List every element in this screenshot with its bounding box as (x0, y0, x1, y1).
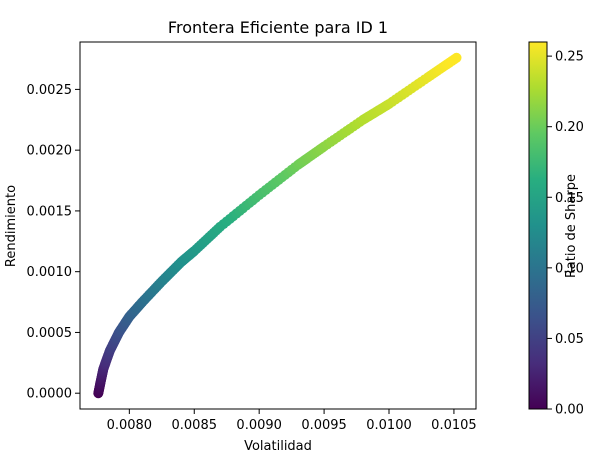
chart-title: Frontera Eficiente para ID 1 (168, 18, 388, 37)
x-tick-label: 0.0090 (236, 418, 282, 433)
x-tick-label: 0.0085 (172, 418, 218, 433)
x-tick-label: 0.0080 (107, 418, 153, 433)
x-tick-label: 0.0105 (431, 418, 477, 433)
x-tick-label: 0.0100 (366, 418, 412, 433)
y-tick-label: 0.0020 (27, 144, 73, 159)
axes-frame (79, 41, 477, 410)
x-tick-label: 0.0095 (301, 418, 347, 433)
plot-area (79, 41, 477, 410)
x-axis-ticks: 0.0080 0.0085 0.0090 0.0095 0.0100 0.0105 (107, 409, 477, 433)
colorbar-tick-label: 0.20 (555, 120, 584, 135)
y-tick-label: 0.0015 (27, 204, 73, 219)
colorbar-ticks: 0.00 0.05 0.10 0.15 0.20 0.25 (547, 50, 584, 418)
colorbar-tick-label: 0.10 (555, 261, 584, 276)
colorbar-tick-label: 0.15 (555, 191, 584, 206)
y-tick-label: 0.0000 (27, 387, 73, 402)
y-tick-label: 0.0005 (27, 326, 73, 341)
colorbar-gradient (528, 41, 548, 410)
colorbar: 0.00 0.05 0.10 0.15 0.20 0.25 Ratio de Sharpe (528, 41, 584, 418)
y-tick-label: 0.0025 (27, 83, 73, 98)
y-axis-ticks: 0.0000 0.0005 0.0010 0.0015 0.0020 0.0025 (27, 83, 80, 402)
frontier-point (451, 52, 462, 63)
x-axis-label: Volatilidad (244, 439, 312, 454)
y-tick-label: 0.0010 (27, 265, 73, 280)
colorbar-tick-label: 0.05 (555, 332, 584, 347)
y-axis-label: Rendimiento (4, 185, 19, 267)
colorbar-tick-label: 0.00 (555, 403, 584, 418)
colorbar-tick-label: 0.25 (555, 50, 584, 65)
colorbar-label: Ratio de Sharpe (564, 174, 579, 278)
frontier-points (93, 52, 462, 399)
